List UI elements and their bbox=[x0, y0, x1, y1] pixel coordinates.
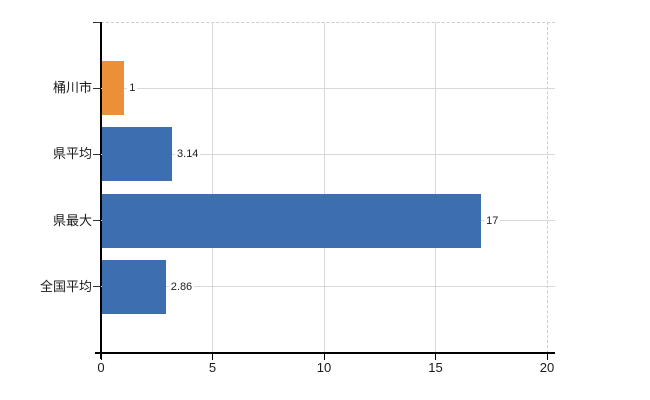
x-axis-line bbox=[95, 352, 555, 354]
y-axis-line bbox=[100, 22, 102, 359]
x-tick-label-5: 5 bbox=[208, 360, 217, 375]
x-axis-tick bbox=[323, 352, 325, 360]
x-tick-label-20: 20 bbox=[539, 360, 555, 375]
x-axis-tick bbox=[212, 352, 213, 360]
x-gridline-5 bbox=[212, 22, 213, 352]
bar-県平均 bbox=[102, 127, 173, 182]
x-axis-tick bbox=[435, 352, 436, 360]
y-axis-tick bbox=[93, 87, 100, 89]
bar-value-label: 2.86 bbox=[168, 278, 195, 295]
plot-top-border bbox=[101, 22, 555, 23]
bar-県最大 bbox=[102, 193, 482, 248]
category-gridline bbox=[101, 87, 555, 89]
category-gridline bbox=[101, 153, 555, 155]
category-label: 県最大 bbox=[52, 212, 92, 228]
y-axis-tick bbox=[93, 153, 100, 155]
y-axis-tick bbox=[93, 220, 100, 222]
x-axis-tick bbox=[100, 352, 102, 360]
x-gridline-15 bbox=[435, 22, 436, 352]
y-axis-top-tick bbox=[93, 22, 101, 23]
x-gridline-10 bbox=[323, 22, 325, 352]
y-axis-tick bbox=[93, 286, 100, 288]
category-gridline bbox=[101, 286, 555, 288]
category-label: 県平均 bbox=[52, 146, 92, 162]
x-tick-label-0: 0 bbox=[97, 360, 105, 375]
x-tick-label-10: 10 bbox=[316, 360, 332, 375]
bar-value-label: 17 bbox=[484, 212, 501, 229]
x-axis-tick bbox=[546, 352, 548, 360]
x-tick-label-15: 15 bbox=[428, 360, 443, 375]
bar-value-label: 3.14 bbox=[175, 146, 201, 163]
category-label: 桶川市 bbox=[52, 80, 92, 96]
category-label: 全国平均 bbox=[39, 278, 92, 294]
bar-桶川市 bbox=[102, 61, 125, 116]
bar-value-label: 1 bbox=[127, 80, 138, 97]
plot-right-border bbox=[547, 22, 548, 353]
bar-全国平均 bbox=[102, 259, 166, 314]
